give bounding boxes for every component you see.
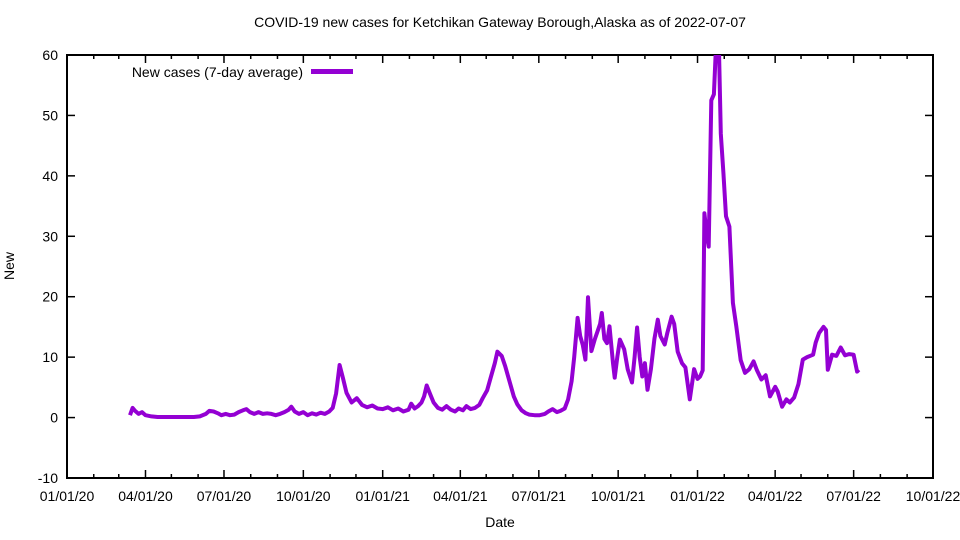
y-axis-label: New [1, 251, 17, 280]
y-tick-label: 30 [42, 228, 58, 244]
x-tick-label: 07/01/22 [826, 488, 881, 504]
series-line-new-cases [128, 55, 861, 419]
legend-label: New cases (7-day average) [132, 64, 303, 80]
x-tick-label: 01/01/22 [670, 488, 725, 504]
plot-border [66, 54, 934, 479]
y-tick-label: 50 [42, 107, 58, 123]
x-tick-label: 07/01/21 [512, 488, 567, 504]
x-tick-label: 10/01/21 [591, 488, 646, 504]
y-tick-label: 40 [42, 168, 58, 184]
legend: New cases (7-day average) [132, 64, 353, 80]
x-tick-label: 10/01/20 [276, 488, 331, 504]
x-tick-label: 04/01/21 [433, 488, 488, 504]
x-tick-label: 01/01/21 [355, 488, 410, 504]
y-tick-label: 0 [50, 410, 58, 426]
x-tick-label: 04/01/20 [118, 488, 173, 504]
x-tick-label: 07/01/20 [197, 488, 252, 504]
axis-ticks: 01/01/20 04/01/20 07/01/20 10/01/20 01/01/21… [38, 47, 960, 504]
x-axis-label: Date [485, 514, 515, 530]
x-tick-label: 01/01/20 [40, 488, 95, 504]
y-tick-label: 20 [42, 289, 58, 305]
x-tick-label: 10/01/22 [906, 488, 960, 504]
chart-title: COVID-19 new cases for Ketchikan Gateway… [254, 14, 746, 30]
x-tick-label: 04/01/22 [748, 488, 803, 504]
y-tick-label: 60 [42, 47, 58, 63]
y-tick-label: -10 [38, 470, 58, 486]
y-tick-label: 10 [42, 349, 58, 365]
